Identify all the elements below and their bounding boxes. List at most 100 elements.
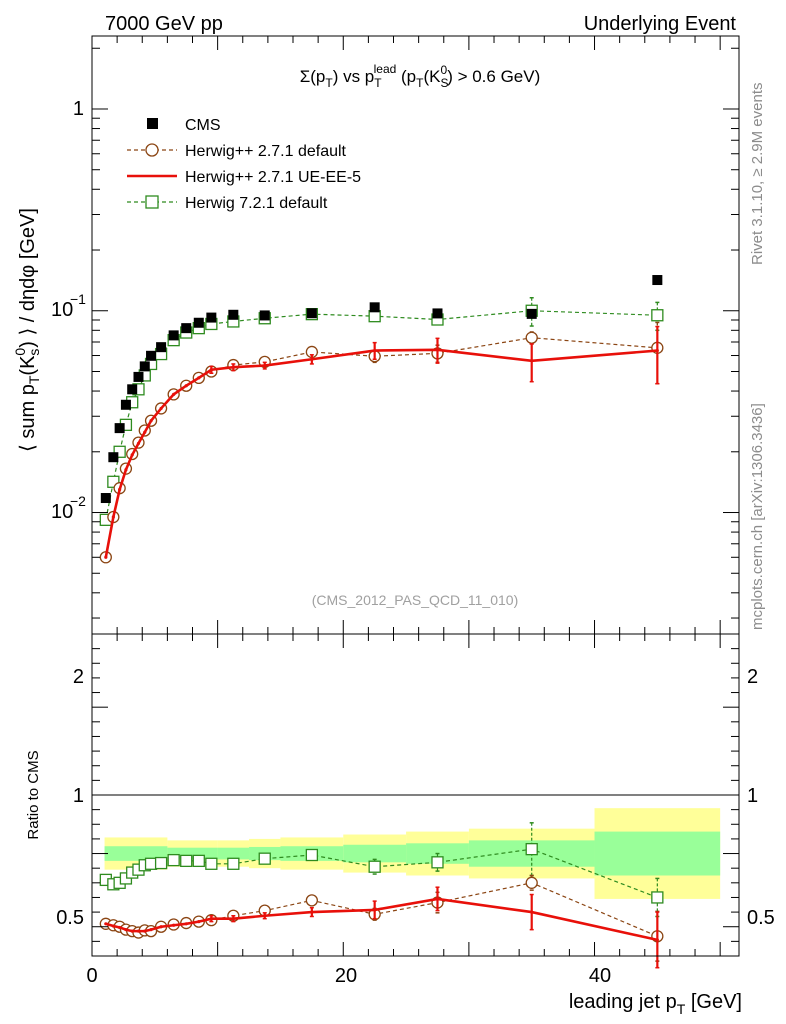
ratio-herwig7-default-point xyxy=(180,854,193,868)
legend-entry-herwigpp-ueee5: Herwig++ 2.7.1 UE-EE-5 xyxy=(127,169,361,186)
ratio-ytick-right-1: 1 xyxy=(747,785,758,807)
herwigpp-ueee5-point xyxy=(130,453,134,457)
ratio-herwig7-default-point xyxy=(651,891,664,904)
ratio-herwigpp-ueee5-point xyxy=(231,917,235,921)
herwig7-default-line xyxy=(105,310,658,520)
cms-data-point xyxy=(168,330,179,341)
ratio-herwig7-default-point xyxy=(525,843,538,856)
main-ylabel: ⟨ sum pT(Ks0) ⟩ / dηdφ [GeV] xyxy=(12,208,42,452)
ratio-herwigpp-ueee5-point xyxy=(435,897,440,901)
ratio-herwigpp-ueee5-point xyxy=(184,922,188,926)
herwig7-default-point xyxy=(651,309,664,322)
header-right: Underlying Event xyxy=(584,13,737,35)
herwigpp-ueee5-point xyxy=(310,357,314,361)
ratio-herwigpp-default-point xyxy=(525,876,538,889)
cms-data-point xyxy=(228,309,239,320)
ratio-herwigpp-ueee5-point xyxy=(124,928,128,932)
ratio-herwig7-default-point xyxy=(431,856,444,869)
herwigpp-ueee5-point xyxy=(159,406,163,411)
cms-data-point xyxy=(526,308,537,319)
ratio-herwigpp-default-point xyxy=(305,894,319,907)
xtick-label-40: 40 xyxy=(589,965,611,987)
ratio-herwig7-default-point xyxy=(368,860,381,873)
cms-data-point xyxy=(193,317,204,328)
ratio-herwigpp-ueee5-point xyxy=(263,914,267,918)
herwigpp-ueee5-point xyxy=(136,441,141,446)
ratio-herwigpp-ueee5-point xyxy=(159,925,163,929)
cms-data-point xyxy=(259,310,270,321)
ratio-herwig7-default-point xyxy=(305,848,319,862)
main-tick-layer xyxy=(91,36,739,634)
rivet-label: Rivet 3.1.10, ≥ 2.9M events xyxy=(749,83,766,266)
cms-data-point xyxy=(306,308,317,319)
ratio-herwigpp-ueee5-point xyxy=(143,929,147,933)
legend-label-cms: CMS xyxy=(185,117,221,134)
herwig7-default-point xyxy=(113,445,126,458)
ratio-herwigpp-ueee5-point xyxy=(136,929,141,933)
ratio-stat-band xyxy=(594,831,721,876)
herwigpp-ueee5-point xyxy=(530,359,534,363)
xlabel: leading jet pT [GeV] xyxy=(569,991,742,1017)
legend: CMS Herwig++ 2.7.1 default Herwig++ 2.7.… xyxy=(127,117,361,212)
ytick-label-1e-1: 10 −1 xyxy=(51,291,86,321)
herwigpp-ueee5-point xyxy=(373,348,377,353)
cms-data-point xyxy=(127,384,138,395)
ratio-herwig7-default-point xyxy=(227,857,240,870)
ratio-ytick-left-05: 0.5 xyxy=(56,907,84,929)
herwigpp-ueee5-point xyxy=(143,430,147,434)
header-left: 7000 GeV pp xyxy=(105,13,223,35)
legend-marker-herwigpp-default xyxy=(145,143,159,157)
cms-data-point xyxy=(652,275,663,286)
ratio-herwigpp-ueee5-point xyxy=(373,908,377,912)
cms-data-point xyxy=(114,423,125,434)
legend-entry-herwig7-default: Herwig 7.2.1 default xyxy=(127,195,328,212)
ratio-panel: 2 1 0.5 2 1 0.5 Ratio to CMS 0 20 40 lea… xyxy=(25,633,775,1017)
legend-label-herwigpp-default: Herwig++ 2.7.1 default xyxy=(185,143,347,160)
ratio-herwigpp-ueee5-point xyxy=(118,925,122,930)
herwigpp-ueee5-point xyxy=(149,419,153,423)
cms-data-point xyxy=(432,308,443,319)
ratio-ytick-left-2: 2 xyxy=(73,666,84,688)
cms-data-point xyxy=(206,312,217,323)
mcplots-label: mcplots.cern.ch [arXiv:1306.3436] xyxy=(749,403,766,630)
cms-data-point xyxy=(133,371,144,382)
legend-entry-cms: CMS xyxy=(147,117,221,134)
herwigpp-ueee5-point xyxy=(435,348,440,352)
ratio-stat-band xyxy=(167,847,218,860)
ytick-label-1: 1 xyxy=(73,98,84,120)
ratio-ytick-right-2: 2 xyxy=(747,666,758,688)
ratio-ytick-left-1: 1 xyxy=(73,785,84,807)
ratio-stat-band xyxy=(343,844,407,863)
ratio-band-layer xyxy=(104,808,721,899)
cms-data-point xyxy=(181,323,192,334)
ytick-1e-2-base: 10 xyxy=(51,501,73,523)
ratio-herwig7-default-point xyxy=(192,854,205,868)
herwigpp-ueee5-point xyxy=(197,376,201,380)
herwigpp-ueee5-point xyxy=(124,468,128,472)
herwigpp-ueee5-point xyxy=(655,348,659,353)
legend-marker-cms xyxy=(147,118,158,129)
ratio-herwigpp-ueee5-point xyxy=(149,928,153,932)
ratio-herwigpp-ueee5-point xyxy=(530,910,534,914)
ratio-ylabel: Ratio to CMS xyxy=(25,750,42,839)
ratio-series-layer xyxy=(99,822,664,969)
herwigpp-ueee5-point xyxy=(111,515,115,519)
ratio-herwigpp-ueee5-point xyxy=(310,910,314,914)
legend-marker-herwig7-default xyxy=(145,195,159,209)
ratio-ytick-right-05: 0.5 xyxy=(747,907,775,929)
herwigpp-ueee5-point xyxy=(104,555,108,559)
ratio-herwig7-default-point xyxy=(258,852,271,865)
ratio-herwig7-default-point xyxy=(144,857,158,870)
legend-entry-herwigpp-default: Herwig++ 2.7.1 default xyxy=(127,143,347,160)
herwig7-default-point xyxy=(368,310,381,323)
legend-label-herwigpp-ueee5: Herwig++ 2.7.1 UE-EE-5 xyxy=(185,169,361,186)
ratio-stat-band xyxy=(104,846,168,861)
ratio-herwigpp-ueee5-point xyxy=(172,923,176,927)
ytick-1e-2-exp: −2 xyxy=(70,493,86,509)
ratio-herwigpp-ueee5-point xyxy=(655,938,659,942)
ratio-herwigpp-ueee5-point xyxy=(209,917,213,921)
ratio-herwig7-default-point xyxy=(167,853,180,867)
ytick-1e-1-exp: −1 xyxy=(70,291,86,307)
ratio-herwig7-default-point xyxy=(154,856,168,870)
